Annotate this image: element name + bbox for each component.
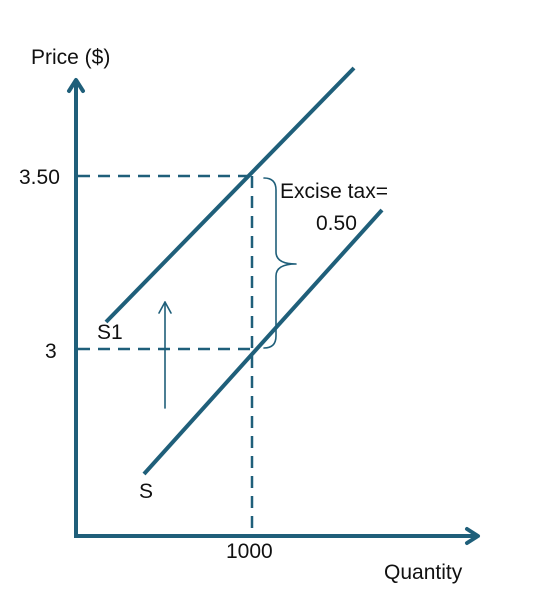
original-supply-label: S: [139, 480, 153, 503]
y-tick-low-label: 3: [45, 340, 57, 363]
y-tick-high-label: 3.50: [19, 166, 60, 189]
x-tick-label: 1000: [226, 540, 273, 563]
y-axis-title: Price ($): [31, 46, 110, 69]
shifted-supply-curve: [104, 66, 356, 324]
y-axis-arrow-icon: [67, 78, 85, 93]
original-supply-curve: [142, 208, 384, 476]
tax-brace: [263, 177, 297, 349]
shifted-supply-label: S1: [97, 321, 123, 344]
x-axis-title: Quantity: [384, 561, 463, 584]
tax-label-line2: 0.50: [316, 212, 357, 235]
x-axis-arrow-icon: [465, 527, 480, 545]
tax-label-line1: Excise tax=: [280, 180, 388, 203]
up-arrow-icon: [158, 301, 172, 314]
